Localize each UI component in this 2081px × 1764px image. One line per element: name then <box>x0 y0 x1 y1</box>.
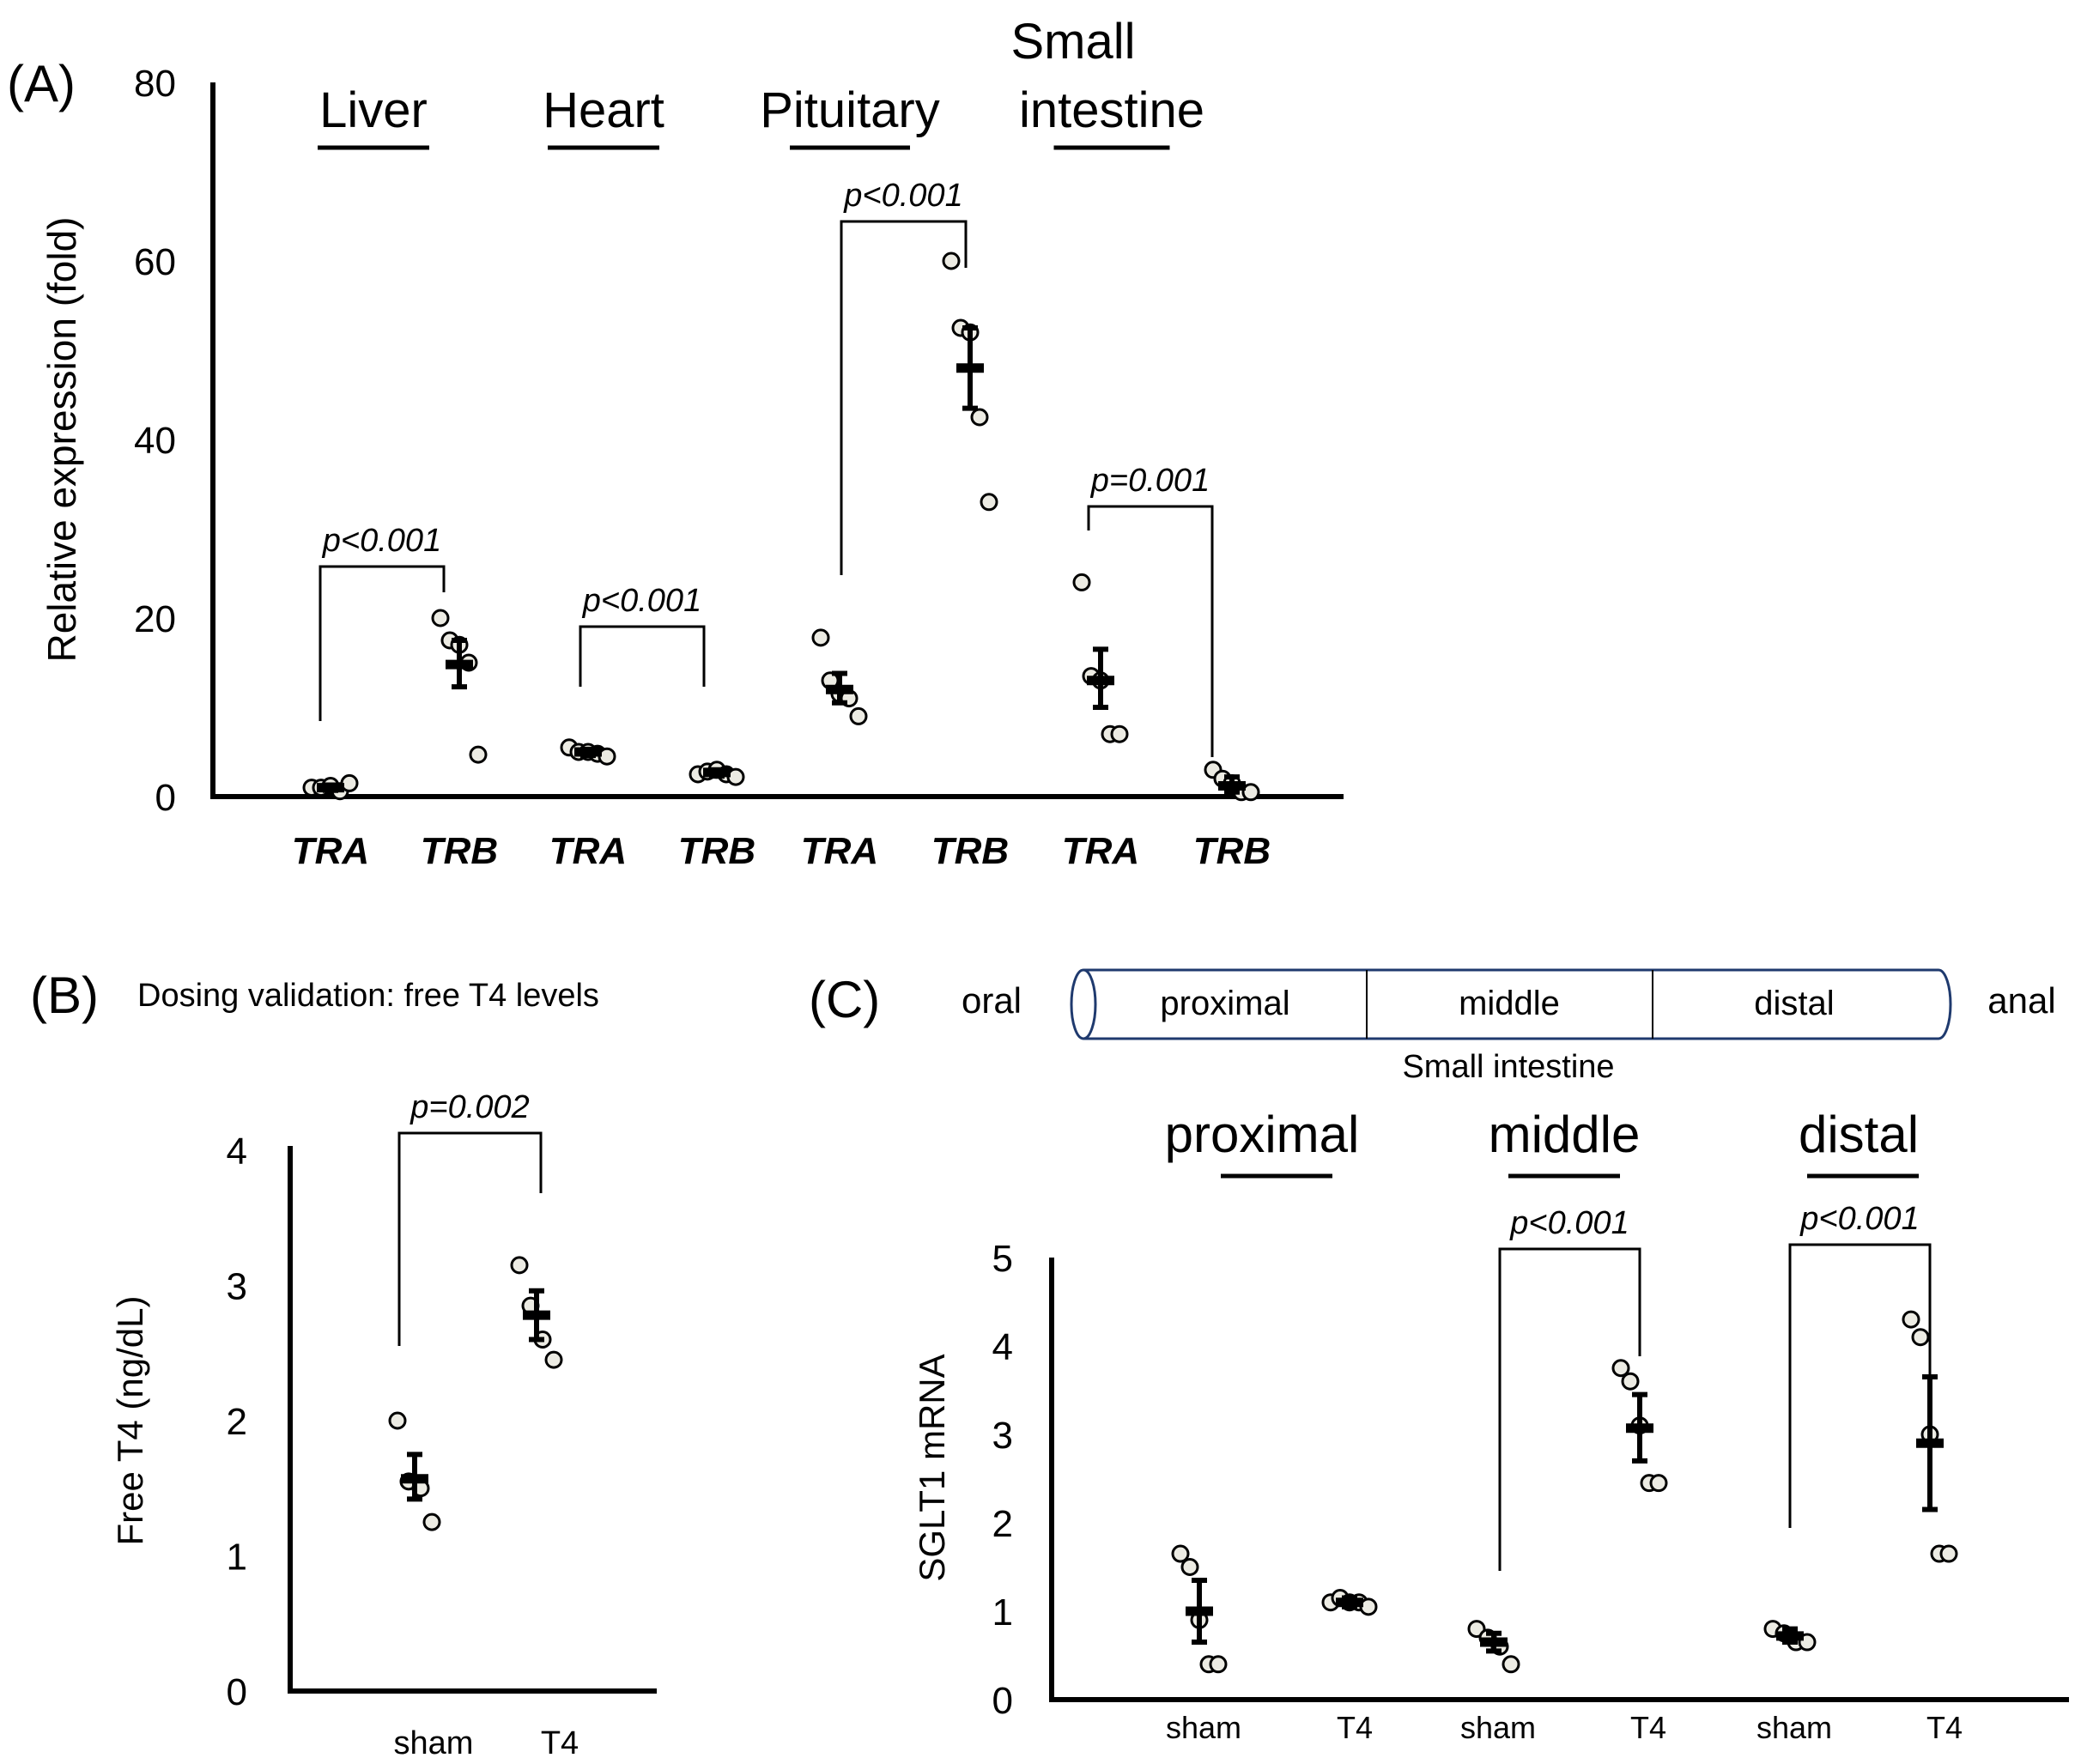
panel-a-point-7-4 <box>1241 783 1260 802</box>
panel-c-point-5-0 <box>1902 1310 1920 1329</box>
panel-a-x-tick-5: TRB <box>931 830 1009 872</box>
panel-a-y-tick-3: 60 <box>134 241 176 283</box>
panel-c-y-tick-3: 3 <box>992 1415 1013 1457</box>
panel-a-point-5-0 <box>942 252 961 270</box>
panel-a-comparison-3-bracket <box>1087 505 1214 757</box>
panel-c-y-tick-5: 5 <box>992 1238 1013 1280</box>
panel-a-point-6-4 <box>1110 724 1129 743</box>
panel-c-y-tick-2: 2 <box>992 1503 1013 1545</box>
panel-b-point-1-0 <box>510 1256 529 1275</box>
panel-c-y-tick-0: 0 <box>992 1680 1013 1722</box>
panel-b-x-tick-0: sham <box>394 1725 474 1761</box>
panel-c-segment-header-0: proximal <box>1165 1106 1360 1163</box>
panel-c-x-tick-2: sham <box>1460 1710 1536 1745</box>
panel-c-diagram-segment-2: distal <box>1754 985 1834 1022</box>
panel-a-point-1-0 <box>431 609 450 627</box>
panel-b-y-tick-4: 4 <box>227 1131 247 1173</box>
panel-c-y-tick-4: 4 <box>992 1326 1013 1368</box>
panel-b-y-tick-1: 1 <box>227 1537 247 1579</box>
panel-c-point-0-0 <box>1171 1544 1190 1563</box>
panel-c-segment-header-2: distal <box>1799 1106 1919 1163</box>
panel-a-x-tick-1: TRB <box>421 830 498 872</box>
panel-a-point-4-0 <box>811 628 830 647</box>
panel-b-x-tick-1: T4 <box>541 1725 579 1761</box>
panel-c-y-tick-1: 1 <box>992 1591 1013 1634</box>
panel-a-comparison-3-label: p=0.001 <box>1090 463 1210 499</box>
panel-c-diagram-segment-0: proximal <box>1160 985 1289 1022</box>
panel-a-tissue-header-0: Liver <box>319 82 428 138</box>
panel-b-title: Dosing validation: free T4 levels <box>137 978 599 1014</box>
panel-a-comparison-2-bracket <box>840 220 968 575</box>
panel-b-y-tick-3: 3 <box>227 1266 247 1308</box>
panel-c-x-tick-5: T4 <box>1926 1710 1963 1745</box>
panel-c-point-5-4 <box>1939 1544 1958 1563</box>
panel-a-x-tick-2: TRA <box>549 830 627 872</box>
panel-b-label: (B) <box>30 967 99 1024</box>
panel-a-x-tick-6: TRA <box>1062 830 1139 872</box>
panel-a-label: (A) <box>7 55 76 112</box>
panel-c-segment-header-1: middle <box>1489 1106 1641 1163</box>
panel-a-point-6-0 <box>1072 573 1091 591</box>
panel-c-diagram-caption: Small intestine <box>1402 1049 1614 1085</box>
panel-a-comparison-1-label: p<0.001 <box>582 583 701 619</box>
panel-a-y-axis-title: Relative expression (fold) <box>39 216 84 662</box>
panel-c-diagram-tube <box>1083 968 1952 1040</box>
panel-b-y-tick-2: 2 <box>227 1401 247 1443</box>
panel-c-x-tick-1: T4 <box>1337 1710 1373 1745</box>
panel-a-comparison-0-bracket <box>319 565 446 721</box>
panel-a-point-4-4 <box>849 706 868 725</box>
panel-b-point-0-3 <box>422 1512 441 1531</box>
panel-c-diagram-segment-1: middle <box>1459 985 1560 1022</box>
panel-c-x-tick-0: sham <box>1166 1710 1241 1745</box>
panel-b-point-1-3 <box>544 1350 563 1369</box>
panel-c-x-tick-3: T4 <box>1630 1710 1666 1745</box>
panel-b-y-tick-0: 0 <box>227 1671 247 1713</box>
panel-a-tissue-header-3-line-1: intestine <box>1019 82 1204 138</box>
panel-a-comparison-2-label: p<0.001 <box>843 178 962 214</box>
panel-c-comparison-1-bracket <box>1788 1243 1932 1528</box>
panel-c-comparison-0-bracket <box>1498 1247 1641 1571</box>
panel-c-point-2-3 <box>1502 1655 1520 1674</box>
panel-c-point-3-0 <box>1611 1359 1630 1378</box>
panel-c-y-axis-title: SGLT1 mRNA <box>912 1354 952 1581</box>
panel-b-comparison-0-label: p=0.002 <box>410 1089 529 1125</box>
panel-a-point-5-3 <box>970 408 989 427</box>
panel-a-tissue-header-1: Heart <box>543 82 664 138</box>
panel-b-point-0-0 <box>388 1411 407 1430</box>
panel-a-tissue-header-3-line-0: Small <box>1010 14 1135 70</box>
panel-a-x-tick-0: TRA <box>292 830 369 872</box>
panel-b-y-axis-title: Free T4 (ng/dL) <box>110 1295 150 1545</box>
panel-a-point-1-4 <box>469 745 488 764</box>
panel-b-comparison-0-bracket <box>397 1131 543 1346</box>
panel-c-comparison-1-label: p<0.001 <box>1799 1201 1919 1237</box>
panel-a-x-tick-3: TRB <box>678 830 755 872</box>
panel-c-label: (C) <box>809 971 880 1028</box>
panel-a-tissue-header-2: Pituitary <box>760 82 940 138</box>
panel-a-x-tick-4: TRA <box>801 830 878 872</box>
panel-a-y-tick-1: 20 <box>134 598 176 640</box>
panel-c-point-5-1 <box>1911 1328 1930 1347</box>
panel-c-point-0-1 <box>1180 1558 1199 1576</box>
panel-c-point-3-1 <box>1621 1372 1640 1391</box>
panel-a-y-tick-2: 40 <box>134 420 176 462</box>
panel-c-diagram-anal-label: anal <box>1987 980 2055 1021</box>
panel-a-point-5-4 <box>980 493 998 512</box>
panel-c-point-3-4 <box>1649 1474 1668 1493</box>
panel-a-y-tick-4: 80 <box>134 63 176 105</box>
panel-c-diagram-oral-label: oral <box>962 980 1022 1021</box>
panel-c-comparison-0-label: p<0.001 <box>1509 1205 1629 1241</box>
panel-a-comparison-1-bracket <box>579 625 706 687</box>
panel-a-x-tick-7: TRB <box>1193 830 1271 872</box>
panel-c-diagram-tube-end <box>1070 968 1097 1040</box>
panel-c-point-0-4 <box>1209 1655 1228 1674</box>
panel-c-x-tick-4: sham <box>1756 1710 1832 1745</box>
panel-a-y-tick-0: 0 <box>155 777 176 819</box>
panel-a-comparison-0-label: p<0.001 <box>322 523 441 559</box>
